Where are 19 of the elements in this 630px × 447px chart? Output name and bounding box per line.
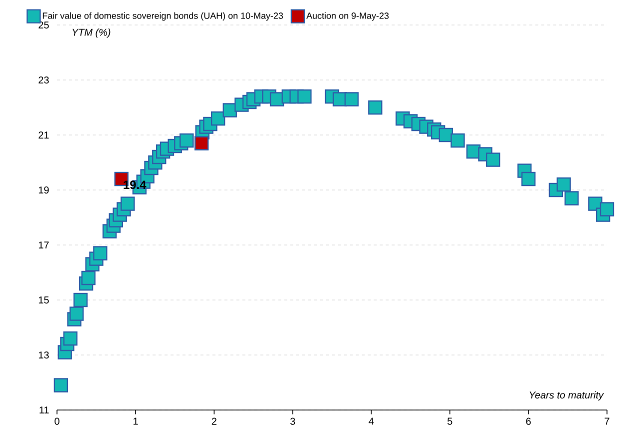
x-tick-label: 0	[54, 418, 60, 425]
y-tick-label: 13	[38, 351, 49, 359]
x-tick-label: 1	[134, 418, 138, 425]
y-tick-label: 17	[38, 242, 49, 248]
x-tick-label: 7	[604, 418, 610, 425]
x-axis-title: Years to maturity	[530, 391, 604, 400]
y-tick-label: 23	[38, 76, 49, 84]
x-tick-label: 3	[290, 418, 296, 425]
x-tick-label: 4	[368, 418, 374, 425]
x-tick-label: 5	[447, 418, 452, 425]
legend-label: Fair value of domestic sovereign bonds (UAH) on 10-May-23	[42, 12, 283, 21]
y-tick-label: 21	[38, 132, 49, 138]
y-tick-label: 11	[40, 406, 49, 414]
x-tick-label: 6	[526, 418, 531, 425]
y-axis-title: YTM (%)	[72, 28, 110, 38]
y-tick-label: 15	[38, 296, 49, 304]
y-tick-label: 19	[38, 186, 49, 194]
legend-label: Auction on 9-May-23	[306, 12, 389, 21]
x-tick-label: 2	[212, 418, 216, 425]
